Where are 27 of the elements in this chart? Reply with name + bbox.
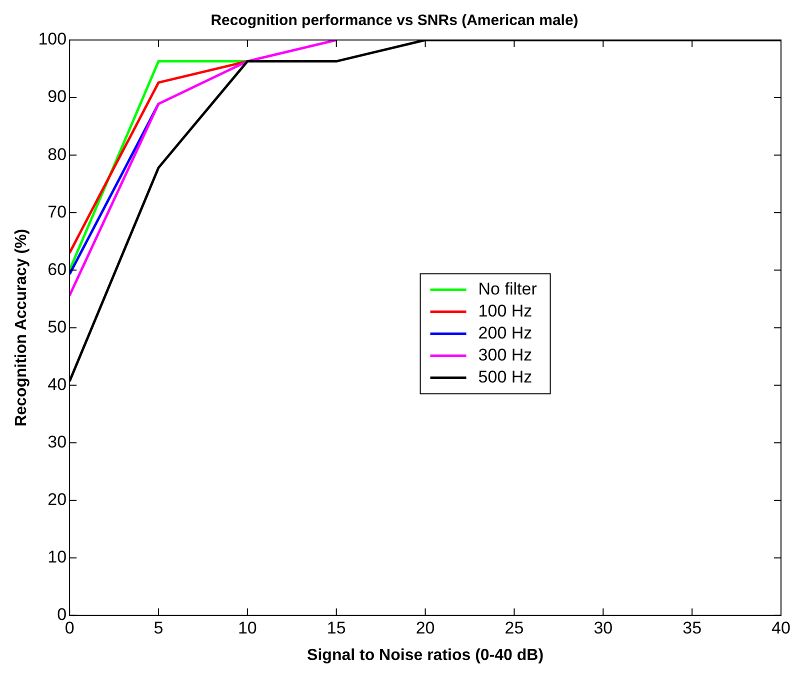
- chart-title: Recognition performance vs SNRs (American male): [210, 12, 578, 30]
- y-tick-label: 30: [48, 432, 67, 452]
- y-tick-label: 80: [48, 144, 67, 164]
- legend-label: 300 Hz: [478, 345, 532, 364]
- y-tick-label: 60: [48, 260, 67, 279]
- legend-label: 200 Hz: [478, 323, 532, 342]
- legend-label: No filter: [478, 279, 538, 298]
- x-tick-label: 35: [682, 618, 702, 638]
- legend-label: 500 Hz: [478, 367, 532, 386]
- x-tick-label: 25: [504, 618, 524, 638]
- y-axis-title: Recognition Accuracy (%): [13, 228, 30, 427]
- y-tick-label: 50: [48, 317, 67, 336]
- x-tick-label: 30: [594, 618, 613, 638]
- x-tick-label: 40: [772, 618, 790, 638]
- y-tick-label: 20: [48, 490, 67, 510]
- x-tick-label: 5: [154, 618, 164, 638]
- y-tick-label: 40: [48, 374, 67, 394]
- x-tick-label: 10: [238, 618, 257, 638]
- legend-label: 100 Hz: [478, 301, 532, 320]
- x-axis-title: Signal to Noise ratios (0-40 dB): [307, 646, 544, 664]
- y-tick-label: 90: [48, 87, 67, 106]
- y-tick-label: 100: [38, 30, 67, 49]
- x-tick-label: 20: [416, 618, 435, 638]
- y-tick-label: 70: [48, 202, 67, 222]
- x-tick-label: 15: [326, 618, 346, 638]
- y-tick-label: 10: [48, 548, 67, 567]
- y-tick-label: 0: [57, 605, 67, 624]
